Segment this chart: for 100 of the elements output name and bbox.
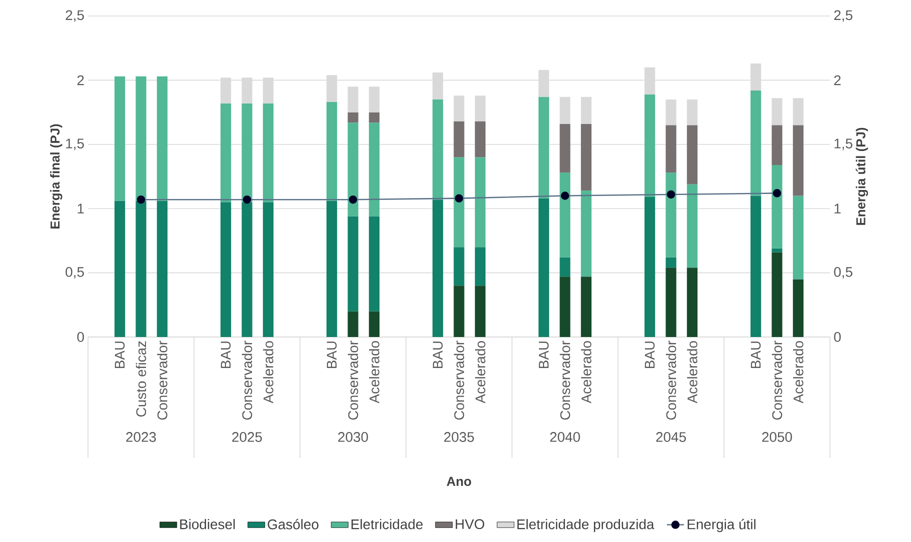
y-tick-label: 0 (77, 332, 84, 342)
bar (580, 96, 592, 124)
bar (750, 64, 762, 90)
legend-label: Gasóleo (268, 518, 318, 530)
y-axis-title: Energia final (PJ) (50, 124, 62, 229)
bar (666, 257, 676, 268)
x-tick-label: Acelerado (581, 341, 592, 404)
bar (686, 99, 698, 126)
text: 2023 (126, 432, 156, 442)
bar (772, 125, 782, 165)
x-tick-label: BAU (750, 342, 761, 368)
bar (474, 121, 486, 158)
bar (538, 70, 550, 97)
bar (666, 125, 676, 173)
x-tick-label: Conservador (666, 340, 676, 420)
x-axis-title: Ano (446, 476, 472, 486)
bar (114, 200, 126, 337)
bar (772, 164, 782, 248)
bar (454, 247, 464, 286)
x-tick-label: Conservador (560, 340, 570, 420)
legend-label: Eletricidade (352, 518, 423, 530)
bar (368, 122, 380, 216)
y2-tick-label: 0,5 (834, 267, 852, 279)
bar (368, 311, 380, 337)
bar (348, 112, 358, 123)
bar (348, 122, 358, 216)
bar (538, 96, 550, 198)
bar (792, 98, 804, 126)
bar (772, 248, 782, 252)
x-tick-label: Acelerado (475, 341, 486, 404)
y-tick-label: 2,5 (66, 10, 84, 22)
bar (220, 78, 232, 104)
bar (136, 200, 146, 337)
bar (580, 124, 592, 191)
bar (560, 276, 570, 337)
bar (114, 76, 126, 201)
bar (220, 202, 232, 337)
bar (580, 276, 592, 337)
bar (666, 99, 676, 126)
y2-tick-label: 1,5 (834, 138, 852, 150)
bar (326, 75, 338, 102)
y-tick-label: 1,5 (66, 138, 84, 150)
bar (156, 200, 168, 337)
bar (242, 78, 252, 104)
bar (156, 76, 168, 201)
y2-tick-label: 1 (834, 204, 841, 214)
bar (686, 125, 698, 184)
y-tick-label: 0,5 (66, 267, 84, 279)
bar (560, 172, 570, 258)
bar (580, 190, 592, 277)
bar (432, 99, 444, 200)
bar (136, 76, 146, 201)
bar (686, 268, 698, 337)
bar (262, 78, 274, 104)
y-tick-label: 2 (77, 75, 84, 86)
text: 2050 (762, 432, 792, 442)
bar (772, 252, 782, 337)
bar (666, 268, 676, 337)
bar (348, 86, 358, 112)
text: 2045 (656, 432, 686, 442)
text: 2030 (338, 432, 368, 442)
bar (750, 90, 762, 196)
bar (644, 94, 656, 198)
x-tick-label: Conservador (348, 340, 358, 420)
x-tick-label: BAU (220, 342, 231, 368)
bar (242, 202, 252, 337)
bar (772, 98, 782, 126)
bar (560, 96, 570, 124)
bar (538, 198, 550, 337)
x-tick-label: BAU (114, 342, 125, 368)
y2-tick-label: 0 (834, 332, 841, 342)
x-tick-label: Acelerado (793, 341, 804, 404)
bar (262, 103, 274, 202)
bar (262, 202, 274, 337)
bar (474, 286, 486, 337)
bar (348, 216, 358, 312)
bar (792, 279, 804, 337)
bar (326, 200, 338, 337)
x-tick-label: BAU (538, 342, 549, 368)
bar (454, 286, 464, 337)
x-tick-label: Conservador (242, 340, 252, 420)
bar (368, 216, 380, 312)
y2-axis-title: Energia útil (PJ) (856, 128, 868, 225)
x-tick-label: Conservador (454, 340, 464, 420)
bar (432, 72, 444, 100)
bar (666, 172, 676, 258)
x-tick-label: Conservador (772, 340, 782, 420)
text: 2040 (550, 432, 580, 442)
x-tick-label: Custo eficaz (136, 341, 146, 417)
bar (686, 184, 698, 268)
bar (454, 121, 464, 158)
bar (432, 200, 444, 337)
legend-label: HVO (456, 519, 484, 530)
legend-label: Eletricidade produzida (517, 518, 654, 532)
bar (348, 311, 358, 337)
bar (792, 196, 804, 280)
y-tick-label: 1 (78, 204, 84, 214)
bar (368, 112, 380, 123)
x-tick-label: BAU (432, 342, 443, 368)
bar (560, 257, 570, 277)
